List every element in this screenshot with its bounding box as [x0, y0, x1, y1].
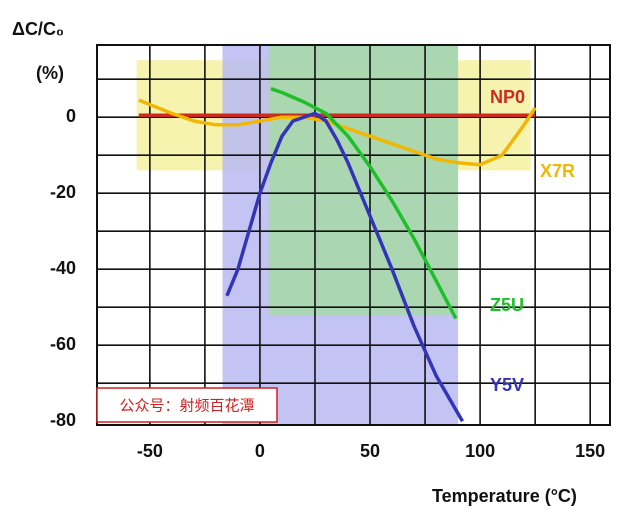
- x-title: Temperature (°C): [432, 486, 577, 506]
- series-line: [225, 111, 464, 423]
- y-tick-label: -40: [50, 258, 76, 278]
- plot-border: [96, 44, 611, 426]
- series-label: X7R: [540, 161, 575, 181]
- x-tick-label: 50: [360, 441, 380, 461]
- watermark-box: [96, 387, 278, 423]
- y-unit: (%): [36, 63, 64, 83]
- watermark: 公众号：射频百花潭: [119, 397, 254, 415]
- x-tick-label: 150: [575, 441, 605, 461]
- y-tick-label: -80: [50, 410, 76, 430]
- series-label: Y5V: [490, 375, 524, 395]
- y-tick-label: -60: [50, 334, 76, 354]
- temperature-region: [268, 45, 459, 315]
- x-tick-label: 0: [255, 441, 265, 461]
- x-tick-label: 100: [465, 441, 495, 461]
- series-label: NP0: [490, 87, 525, 107]
- series-label: Z5U: [490, 295, 524, 315]
- y-tick-label: -20: [50, 182, 76, 202]
- series-line: [270, 87, 458, 320]
- x-tick-label: -50: [137, 441, 163, 461]
- y-tick-label: 0: [66, 106, 76, 126]
- series-line: [138, 98, 537, 167]
- y-title: ΔC/C₀: [12, 19, 64, 39]
